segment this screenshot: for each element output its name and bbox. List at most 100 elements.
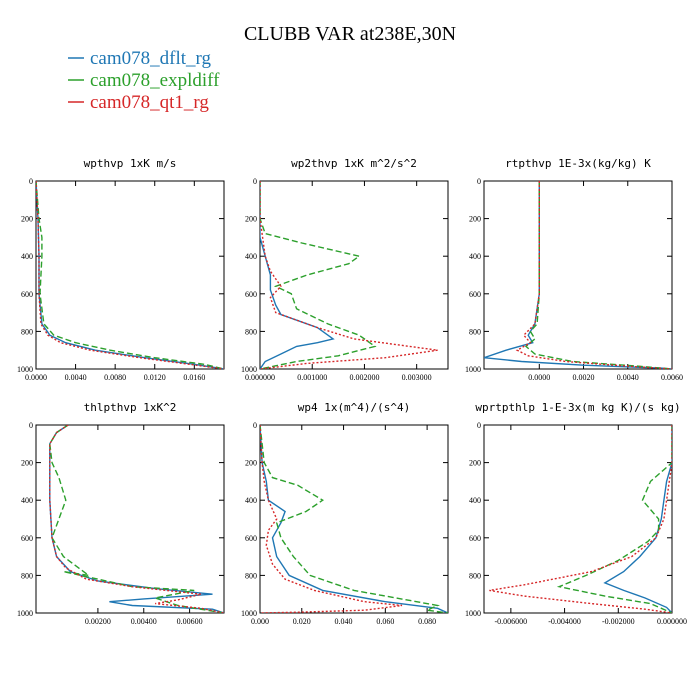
y-tick-label-0-5: 1000 <box>17 365 33 374</box>
x-tick-label-1-1: 0.001000 <box>297 373 327 382</box>
plot-frame-0 <box>35 180 225 370</box>
y-tick-label-1-4: 800 <box>245 327 257 336</box>
plot-frame-3 <box>35 424 225 614</box>
panel-1: wp2thvp 1xK m^2/s^2020040060080010000.00… <box>241 157 449 382</box>
x-tick-label-4-2: 0.040 <box>335 617 353 626</box>
legend-label-2: cam078_qt1_rg <box>90 92 209 113</box>
y-tick-label-3-0: 0 <box>29 421 33 430</box>
x-tick-label-1-2: 0.002000 <box>349 373 379 382</box>
x-tick-label-0-3: 0.0120 <box>144 373 166 382</box>
x-tick-label-0-4: 0.0160 <box>183 373 205 382</box>
y-tick-label-5-2: 400 <box>469 496 481 505</box>
series-line-5-2 <box>489 425 672 613</box>
y-tick-label-2-1: 200 <box>469 215 481 224</box>
panel-2: rtpthvp 1E-3x(kg/kg) K 0 200 400 600 800 1000 0… <box>465 157 683 382</box>
series-line-5-0 <box>603 425 672 613</box>
y-tick-label-1-5: 1000 <box>241 365 257 374</box>
y-tick-label-3-5: 1000 <box>17 609 33 618</box>
y-tick-label-5-4: 800 <box>469 571 481 580</box>
x-tick-label-1-0: 0.000000 <box>245 373 275 382</box>
y-tick-label-2-2: 400 <box>469 252 481 261</box>
x-tick-label-2-3: 0.0060 <box>661 373 683 382</box>
x-tick-label-5-2: -0.002000 <box>602 617 635 626</box>
panel-title-1: wp2thvp 1xK m^2/s^2 <box>291 157 417 170</box>
y-tick-label-4-4: 800 <box>245 571 257 580</box>
series-line-0-2 <box>36 181 224 369</box>
legend: cam078_dflt_rgcam078_expldiffcam078_qt1_… <box>68 48 220 113</box>
series-line-5-1 <box>556 425 672 613</box>
panel-title-4: wp4 1x(m^4)/(s^4) <box>298 401 411 414</box>
y-tick-label-5-0: 0 <box>477 421 481 430</box>
y-tick-label-5-1: 200 <box>469 459 481 468</box>
plot-frame-4 <box>259 424 449 614</box>
y-tick-label-4-5: 1000 <box>241 609 257 618</box>
plot-frame-2 <box>483 180 673 370</box>
x-tick-label-5-0: -0.006000 <box>495 617 528 626</box>
y-tick-label-4-3: 600 <box>245 534 257 543</box>
x-tick-label-0-2: 0.0080 <box>104 373 126 382</box>
x-tick-label-4-0: 0.000 <box>251 617 269 626</box>
x-tick-label-4-1: 0.020 <box>293 617 311 626</box>
y-tick-label-0-0: 0 <box>29 177 33 186</box>
x-tick-label-0-0: 0.0000 <box>25 373 47 382</box>
y-tick-label-2-0: 0 <box>477 177 481 186</box>
plot-frame-1 <box>259 180 449 370</box>
series-line-4-2 <box>260 425 403 613</box>
series-line-4-1 <box>260 425 448 613</box>
panel-title-5: wprtpthlp 1-E-3x(m kg K)/(s kg) <box>475 401 680 414</box>
x-tick-label-2-2: 0.0040 <box>617 373 639 382</box>
y-tick-label-1-1: 200 <box>245 215 257 224</box>
y-tick-label-1-3: 600 <box>245 290 257 299</box>
y-tick-label-1-0: 0 <box>253 177 257 186</box>
series-line-1-2 <box>260 181 438 369</box>
series-line-0-1 <box>36 181 224 369</box>
series-line-1-0 <box>260 181 335 369</box>
y-tick-label-4-1: 200 <box>245 459 257 468</box>
panel-title-0: wpthvp 1xK m/s <box>84 157 177 170</box>
legend-label-0: cam078_dflt_rg <box>90 48 212 69</box>
legend-label-1: cam078_expldiff <box>90 70 220 91</box>
y-tick-label-3-2: 400 <box>21 496 33 505</box>
y-tick-label-4-2: 400 <box>245 496 257 505</box>
y-tick-label-0-3: 600 <box>21 290 33 299</box>
y-tick-label-5-5: 1000 <box>465 609 481 618</box>
plot-frame-5 <box>483 424 673 614</box>
panel-5: wprtpthlp 1-E-3x(m kg K)/(s kg) 0 200 400 60… <box>465 401 687 626</box>
x-tick-label-2-0: 0.0000 <box>528 373 550 382</box>
x-tick-label-3-2: 0.00600 <box>177 617 203 626</box>
y-tick-label-2-3: 600 <box>469 290 481 299</box>
x-tick-label-4-4: 0.080 <box>418 617 436 626</box>
x-tick-label-3-0: 0.00200 <box>85 617 111 626</box>
series-line-1-1 <box>260 181 377 369</box>
series-line-3-1 <box>49 425 224 613</box>
x-tick-label-3-1: 0.00400 <box>131 617 157 626</box>
y-tick-label-3-1: 200 <box>21 459 33 468</box>
panel-title-3: thlpthvp 1xK^2 <box>84 401 177 414</box>
y-tick-label-2-4: 800 <box>469 327 481 336</box>
figure-title: CLUBB VAR at238E,30N <box>244 23 456 45</box>
x-tick-label-4-3: 0.060 <box>376 617 394 626</box>
x-tick-label-5-3: 0.000000 <box>657 617 687 626</box>
x-tick-label-0-1: 0.0040 <box>65 373 87 382</box>
y-tick-label-0-4: 800 <box>21 327 33 336</box>
y-tick-label-2-5: 1000 <box>465 365 481 374</box>
series-line-2-2 <box>515 181 672 369</box>
y-tick-label-3-4: 800 <box>21 571 33 580</box>
panel-title-2: rtpthvp 1E-3x(kg/kg) K <box>505 157 651 170</box>
panel-3: thlpthvp 1xK^2 0 200 400 600 800 1000 0.00200 0.… <box>17 401 225 626</box>
y-tick-label-4-0: 0 <box>253 421 257 430</box>
x-tick-label-1-3: 0.003000 <box>402 373 432 382</box>
y-tick-label-1-2: 400 <box>245 252 257 261</box>
y-tick-label-0-1: 200 <box>21 215 33 224</box>
x-tick-label-2-1: 0.0020 <box>573 373 595 382</box>
y-tick-label-5-3: 600 <box>469 534 481 543</box>
x-tick-label-5-1: -0.004000 <box>548 617 581 626</box>
y-tick-label-0-2: 400 <box>21 252 33 261</box>
series-line-4-0 <box>260 425 448 613</box>
series-line-3-2 <box>49 425 224 613</box>
y-tick-label-3-3: 600 <box>21 534 33 543</box>
